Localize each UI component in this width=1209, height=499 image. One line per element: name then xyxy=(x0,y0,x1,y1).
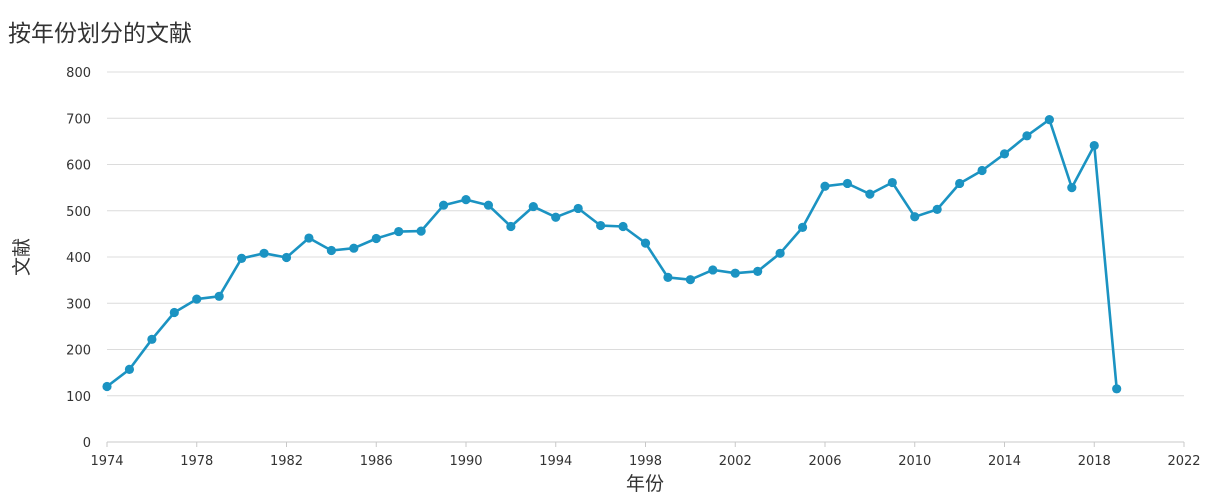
x-axis-label: 年份 xyxy=(626,473,664,495)
data-point[interactable] xyxy=(977,165,987,176)
x-tick-label: 1990 xyxy=(449,454,482,469)
y-tick-label: 300 xyxy=(66,297,91,312)
series-line xyxy=(106,118,1118,389)
data-point[interactable] xyxy=(596,220,606,231)
data-point[interactable] xyxy=(887,177,897,188)
data-point[interactable] xyxy=(326,245,336,256)
data-point[interactable] xyxy=(1089,140,1099,151)
chart-title: 按年份划分的文献 xyxy=(8,21,192,47)
data-series xyxy=(102,115,1122,394)
data-point[interactable] xyxy=(237,253,247,263)
data-point[interactable] xyxy=(797,222,808,232)
data-point[interactable] xyxy=(506,221,516,232)
data-point[interactable] xyxy=(371,233,381,244)
data-point[interactable] xyxy=(483,200,494,210)
data-point[interactable] xyxy=(438,200,449,210)
data-point[interactable] xyxy=(573,203,583,214)
x-tick-label: 1986 xyxy=(360,454,393,469)
data-point[interactable] xyxy=(618,221,628,232)
data-point[interactable] xyxy=(753,266,763,276)
data-point[interactable] xyxy=(663,272,673,282)
x-tick-label: 1974 xyxy=(90,454,123,469)
data-point[interactable] xyxy=(214,291,224,301)
data-point[interactable] xyxy=(169,307,179,318)
data-point[interactable] xyxy=(1022,131,1032,141)
data-point[interactable] xyxy=(910,212,920,222)
data-point[interactable] xyxy=(259,248,269,258)
y-tick-label: 0 xyxy=(83,436,91,451)
grid-lines xyxy=(106,71,1185,447)
data-point[interactable] xyxy=(932,204,942,214)
data-point[interactable] xyxy=(416,226,426,236)
y-tick-label: 400 xyxy=(66,251,91,266)
x-tick-label: 1978 xyxy=(180,454,213,469)
x-tick-label: 1994 xyxy=(539,454,572,469)
y-tick-label: 500 xyxy=(66,205,91,220)
data-point[interactable] xyxy=(102,381,112,392)
x-tick-label: 2022 xyxy=(1167,454,1200,469)
y-tick-label: 100 xyxy=(66,390,91,405)
data-point[interactable] xyxy=(304,233,314,243)
data-point[interactable] xyxy=(394,226,404,237)
data-point[interactable] xyxy=(1067,183,1077,193)
data-point[interactable] xyxy=(865,189,875,199)
x-tick-label: 2014 xyxy=(988,454,1021,469)
x-tick-label: 1982 xyxy=(270,454,303,469)
data-point[interactable] xyxy=(528,201,538,212)
data-point[interactable] xyxy=(820,181,830,191)
y-tick-label: 200 xyxy=(66,344,91,359)
data-point[interactable] xyxy=(192,294,202,304)
data-point[interactable] xyxy=(999,149,1010,159)
data-point[interactable] xyxy=(461,195,471,205)
x-tick-label: 2006 xyxy=(808,454,841,469)
y-tick-label: 700 xyxy=(66,112,91,127)
data-point[interactable] xyxy=(685,275,695,285)
x-tick-label: 2018 xyxy=(1078,454,1111,469)
x-tick-labels: 1974 1978 1982 1986 1990 1994 1998 2002 2006 2010… xyxy=(90,454,1200,469)
x-tick-label: 2010 xyxy=(898,454,931,469)
data-point[interactable] xyxy=(551,212,561,222)
data-point[interactable] xyxy=(730,268,740,278)
data-point[interactable] xyxy=(124,364,135,374)
data-point[interactable] xyxy=(349,243,359,253)
data-point[interactable] xyxy=(1112,384,1122,394)
x-tick-label: 2002 xyxy=(719,454,752,469)
data-point[interactable] xyxy=(281,252,292,263)
data-point[interactable] xyxy=(842,178,853,189)
data-point[interactable] xyxy=(708,265,718,275)
data-point[interactable] xyxy=(147,334,157,344)
data-point[interactable] xyxy=(775,248,785,258)
x-tick-label: 1998 xyxy=(629,454,662,469)
data-point[interactable] xyxy=(1044,115,1054,125)
data-point[interactable] xyxy=(955,178,965,189)
y-tick-label: 600 xyxy=(66,159,91,174)
y-tick-label: 800 xyxy=(66,66,91,81)
y-tick-labels: 0 100 200 300 400 500 600 700 800 xyxy=(66,66,91,451)
y-axis-label: 文献 xyxy=(11,238,33,276)
data-point[interactable] xyxy=(640,238,651,248)
